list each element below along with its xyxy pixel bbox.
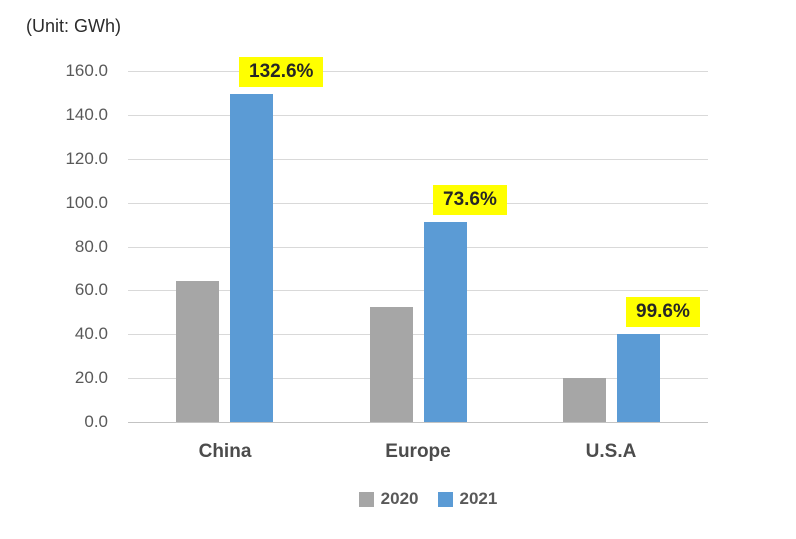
category-label-europe: Europe (385, 441, 451, 462)
legend-item-2020: 2020 (358, 489, 419, 509)
gridline-60-0 (128, 290, 708, 291)
category-label-u-s-a: U.S.A (585, 441, 637, 462)
legend-label-2020: 2020 (380, 489, 419, 508)
y-axis-tick-140-0: 140.0 (65, 105, 108, 124)
legend: 2020 2021 (30, 489, 796, 509)
bar-2021-u-s-a (617, 334, 660, 422)
bar-2020-u-s-a (563, 378, 606, 422)
legend-swatch-2020-icon (358, 491, 374, 507)
category-label-china: China (198, 441, 252, 462)
y-axis-tick-160-0: 160.0 (65, 61, 108, 80)
gridline-160-0 (128, 71, 708, 72)
bar-2020-china (176, 281, 219, 422)
gridline-0-0 (128, 422, 708, 423)
y-axis-tick-40-0: 40.0 (74, 324, 108, 343)
bar-2021-europe (424, 222, 467, 422)
unit-label: (Unit: GWh) (26, 16, 122, 36)
gridline-80-0 (128, 247, 708, 248)
growth-callout-europe: 73.6% (433, 185, 507, 215)
y-axis-tick-0-0: 0.0 (84, 412, 108, 431)
gridline-100-0 (128, 203, 708, 204)
legend-item-2021: 2021 (437, 489, 498, 509)
y-axis-tick-120-0: 120.0 (65, 149, 108, 168)
y-axis-tick-20-0: 20.0 (74, 368, 108, 387)
growth-callout-u-s-a: 99.6% (626, 297, 700, 327)
y-axis-tick-60-0: 60.0 (74, 280, 108, 299)
gridline-40-0 (128, 334, 708, 335)
gridline-140-0 (128, 115, 708, 116)
y-axis-tick-80-0: 80.0 (74, 237, 108, 256)
legend-label-2021: 2021 (459, 489, 498, 508)
y-axis-tick-100-0: 100.0 (65, 193, 108, 212)
gridline-20-0 (128, 378, 708, 379)
growth-callout-china: 132.6% (239, 57, 324, 87)
legend-swatch-2021-icon (437, 491, 453, 507)
gridline-120-0 (128, 159, 708, 160)
bar-2021-china (230, 94, 273, 422)
bar-2020-europe (370, 307, 413, 422)
